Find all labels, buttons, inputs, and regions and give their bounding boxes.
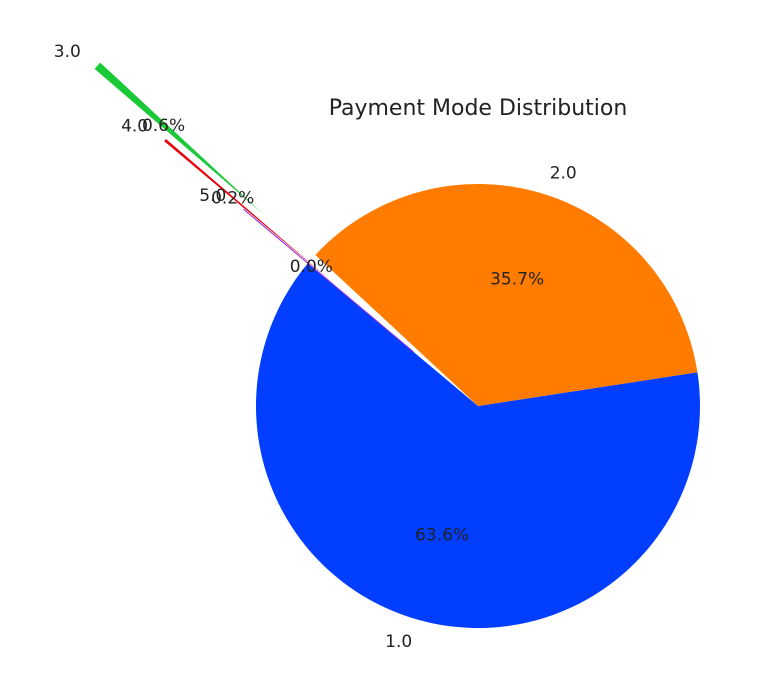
category-label-5-0: 5.0 bbox=[199, 186, 226, 206]
percent-label-4-0: 0.2% bbox=[211, 189, 254, 209]
pie-labels: 1.0 63.6% 2.0 35.7% 3.0 0.6%4.0 0.2%5.0 0.0% bbox=[54, 42, 577, 652]
category-label-4-0: 4.0 bbox=[121, 117, 148, 137]
pie-slices bbox=[94, 62, 700, 628]
category-label-3-0: 3.0 bbox=[54, 42, 81, 62]
pie-slice-1-0 bbox=[256, 263, 700, 628]
percent-label-1-0: 63.6% bbox=[415, 525, 469, 545]
category-label-1-0: 1.0 bbox=[385, 632, 412, 652]
pie-slice-5-0 bbox=[242, 208, 414, 353]
pie-slice-4-0 bbox=[164, 138, 335, 284]
percent-label-3-0: 0.6% bbox=[142, 116, 185, 136]
chart-title: Payment Mode Distribution bbox=[329, 96, 628, 121]
category-label-2-0: 2.0 bbox=[550, 164, 577, 184]
percent-label-5-0: 0.0% bbox=[290, 257, 333, 277]
percent-label-2-0: 35.7% bbox=[490, 270, 544, 290]
pie-slice-3-0 bbox=[94, 62, 263, 214]
pie-slice-2-0 bbox=[315, 183, 698, 406]
